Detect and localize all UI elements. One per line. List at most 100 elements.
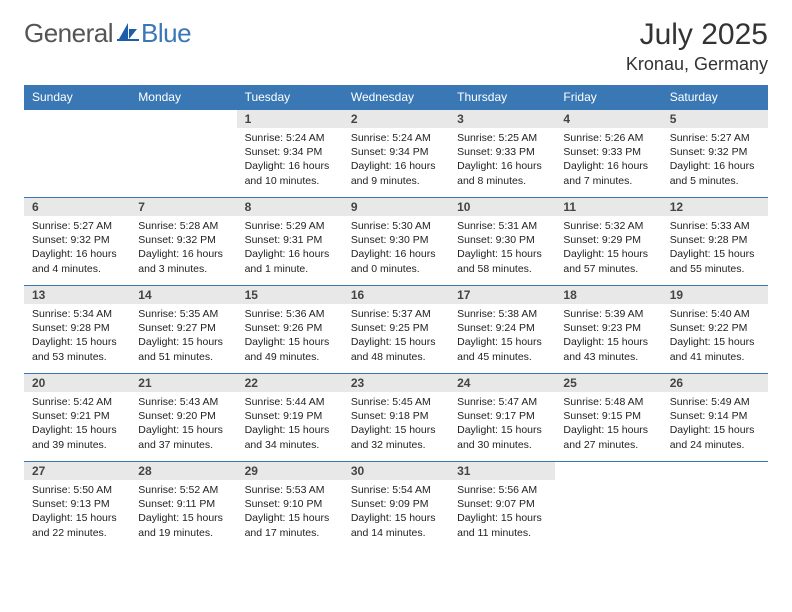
calendar-week-row: 1Sunrise: 5:24 AMSunset: 9:34 PMDaylight…	[24, 110, 768, 198]
sunset-text: Sunset: 9:25 PM	[351, 321, 441, 335]
day-number: 13	[24, 286, 130, 304]
sunset-text: Sunset: 9:07 PM	[457, 497, 547, 511]
sunrise-text: Sunrise: 5:43 AM	[138, 395, 228, 409]
calendar-cell: 16Sunrise: 5:37 AMSunset: 9:25 PMDayligh…	[343, 286, 449, 374]
sunset-text: Sunset: 9:28 PM	[32, 321, 122, 335]
sunset-text: Sunset: 9:29 PM	[563, 233, 653, 247]
sunrise-text: Sunrise: 5:26 AM	[563, 131, 653, 145]
day-details: Sunrise: 5:37 AMSunset: 9:25 PMDaylight:…	[343, 304, 449, 368]
day-details: Sunrise: 5:33 AMSunset: 9:28 PMDaylight:…	[662, 216, 768, 280]
sunrise-text: Sunrise: 5:31 AM	[457, 219, 547, 233]
sunrise-text: Sunrise: 5:52 AM	[138, 483, 228, 497]
sunrise-text: Sunrise: 5:53 AM	[245, 483, 335, 497]
calendar-cell: 3Sunrise: 5:25 AMSunset: 9:33 PMDaylight…	[449, 110, 555, 198]
sunset-text: Sunset: 9:14 PM	[670, 409, 760, 423]
sunrise-text: Sunrise: 5:28 AM	[138, 219, 228, 233]
day-details: Sunrise: 5:39 AMSunset: 9:23 PMDaylight:…	[555, 304, 661, 368]
sunrise-text: Sunrise: 5:45 AM	[351, 395, 441, 409]
day-number: 14	[130, 286, 236, 304]
day-number: 15	[237, 286, 343, 304]
daylight-text: Daylight: 16 hours and 3 minutes.	[138, 247, 228, 275]
brand-logo: General Blue	[24, 18, 191, 49]
day-details: Sunrise: 5:29 AMSunset: 9:31 PMDaylight:…	[237, 216, 343, 280]
calendar-cell: 25Sunrise: 5:48 AMSunset: 9:15 PMDayligh…	[555, 374, 661, 462]
day-details: Sunrise: 5:36 AMSunset: 9:26 PMDaylight:…	[237, 304, 343, 368]
daylight-text: Daylight: 15 hours and 39 minutes.	[32, 423, 122, 451]
sunset-text: Sunset: 9:19 PM	[245, 409, 335, 423]
calendar-cell: 6Sunrise: 5:27 AMSunset: 9:32 PMDaylight…	[24, 198, 130, 286]
day-details: Sunrise: 5:27 AMSunset: 9:32 PMDaylight:…	[662, 128, 768, 192]
day-number: 17	[449, 286, 555, 304]
day-number: 8	[237, 198, 343, 216]
sunset-text: Sunset: 9:20 PM	[138, 409, 228, 423]
month-year: July 2025	[626, 18, 768, 52]
day-details: Sunrise: 5:54 AMSunset: 9:09 PMDaylight:…	[343, 480, 449, 544]
daylight-text: Daylight: 16 hours and 10 minutes.	[245, 159, 335, 187]
calendar-cell: 9Sunrise: 5:30 AMSunset: 9:30 PMDaylight…	[343, 198, 449, 286]
sunrise-text: Sunrise: 5:24 AM	[351, 131, 441, 145]
sunset-text: Sunset: 9:28 PM	[670, 233, 760, 247]
daylight-text: Daylight: 15 hours and 41 minutes.	[670, 335, 760, 363]
day-details: Sunrise: 5:40 AMSunset: 9:22 PMDaylight:…	[662, 304, 768, 368]
sunset-text: Sunset: 9:18 PM	[351, 409, 441, 423]
calendar-cell: 20Sunrise: 5:42 AMSunset: 9:21 PMDayligh…	[24, 374, 130, 462]
brand-part1: General	[24, 18, 113, 49]
sunrise-text: Sunrise: 5:37 AM	[351, 307, 441, 321]
calendar-cell: 7Sunrise: 5:28 AMSunset: 9:32 PMDaylight…	[130, 198, 236, 286]
sunrise-text: Sunrise: 5:34 AM	[32, 307, 122, 321]
sunset-text: Sunset: 9:24 PM	[457, 321, 547, 335]
day-number: 29	[237, 462, 343, 480]
sunset-text: Sunset: 9:13 PM	[32, 497, 122, 511]
day-details: Sunrise: 5:52 AMSunset: 9:11 PMDaylight:…	[130, 480, 236, 544]
calendar-week-row: 13Sunrise: 5:34 AMSunset: 9:28 PMDayligh…	[24, 286, 768, 374]
sunset-text: Sunset: 9:21 PM	[32, 409, 122, 423]
day-number: 24	[449, 374, 555, 392]
sunset-text: Sunset: 9:22 PM	[670, 321, 760, 335]
col-monday: Monday	[130, 85, 236, 110]
sunrise-text: Sunrise: 5:49 AM	[670, 395, 760, 409]
calendar-cell: 19Sunrise: 5:40 AMSunset: 9:22 PMDayligh…	[662, 286, 768, 374]
day-number: 30	[343, 462, 449, 480]
day-details: Sunrise: 5:43 AMSunset: 9:20 PMDaylight:…	[130, 392, 236, 456]
calendar-cell: 31Sunrise: 5:56 AMSunset: 9:07 PMDayligh…	[449, 462, 555, 550]
day-details: Sunrise: 5:50 AMSunset: 9:13 PMDaylight:…	[24, 480, 130, 544]
sunrise-text: Sunrise: 5:27 AM	[32, 219, 122, 233]
sunrise-text: Sunrise: 5:30 AM	[351, 219, 441, 233]
day-details: Sunrise: 5:27 AMSunset: 9:32 PMDaylight:…	[24, 216, 130, 280]
brand-part2: Blue	[141, 18, 191, 49]
daylight-text: Daylight: 15 hours and 55 minutes.	[670, 247, 760, 275]
day-details: Sunrise: 5:45 AMSunset: 9:18 PMDaylight:…	[343, 392, 449, 456]
calendar-cell	[24, 110, 130, 198]
calendar-cell: 4Sunrise: 5:26 AMSunset: 9:33 PMDaylight…	[555, 110, 661, 198]
calendar-cell: 23Sunrise: 5:45 AMSunset: 9:18 PMDayligh…	[343, 374, 449, 462]
col-sunday: Sunday	[24, 85, 130, 110]
sunset-text: Sunset: 9:30 PM	[351, 233, 441, 247]
day-details: Sunrise: 5:24 AMSunset: 9:34 PMDaylight:…	[343, 128, 449, 192]
sunrise-text: Sunrise: 5:48 AM	[563, 395, 653, 409]
sunrise-text: Sunrise: 5:32 AM	[563, 219, 653, 233]
daylight-text: Daylight: 16 hours and 0 minutes.	[351, 247, 441, 275]
day-details: Sunrise: 5:26 AMSunset: 9:33 PMDaylight:…	[555, 128, 661, 192]
calendar-cell: 15Sunrise: 5:36 AMSunset: 9:26 PMDayligh…	[237, 286, 343, 374]
day-details: Sunrise: 5:53 AMSunset: 9:10 PMDaylight:…	[237, 480, 343, 544]
sunrise-text: Sunrise: 5:33 AM	[670, 219, 760, 233]
day-header-row: Sunday Monday Tuesday Wednesday Thursday…	[24, 85, 768, 110]
calendar-week-row: 20Sunrise: 5:42 AMSunset: 9:21 PMDayligh…	[24, 374, 768, 462]
daylight-text: Daylight: 15 hours and 51 minutes.	[138, 335, 228, 363]
day-details: Sunrise: 5:34 AMSunset: 9:28 PMDaylight:…	[24, 304, 130, 368]
calendar-cell: 28Sunrise: 5:52 AMSunset: 9:11 PMDayligh…	[130, 462, 236, 550]
calendar-cell: 1Sunrise: 5:24 AMSunset: 9:34 PMDaylight…	[237, 110, 343, 198]
daylight-text: Daylight: 15 hours and 53 minutes.	[32, 335, 122, 363]
calendar-cell	[555, 462, 661, 550]
day-number: 5	[662, 110, 768, 128]
day-details: Sunrise: 5:28 AMSunset: 9:32 PMDaylight:…	[130, 216, 236, 280]
daylight-text: Daylight: 15 hours and 45 minutes.	[457, 335, 547, 363]
day-number: 11	[555, 198, 661, 216]
daylight-text: Daylight: 15 hours and 27 minutes.	[563, 423, 653, 451]
location: Kronau, Germany	[626, 54, 768, 75]
day-number: 21	[130, 374, 236, 392]
calendar-cell: 24Sunrise: 5:47 AMSunset: 9:17 PMDayligh…	[449, 374, 555, 462]
sunrise-text: Sunrise: 5:25 AM	[457, 131, 547, 145]
sunset-text: Sunset: 9:32 PM	[32, 233, 122, 247]
sunrise-text: Sunrise: 5:39 AM	[563, 307, 653, 321]
